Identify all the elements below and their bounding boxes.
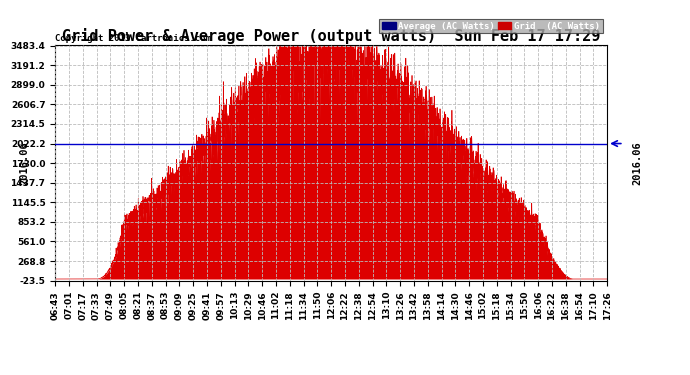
Legend: Average (AC Watts), Grid  (AC Watts): Average (AC Watts), Grid (AC Watts) (380, 19, 602, 33)
Text: 2016.06: 2016.06 (20, 141, 30, 185)
Text: Copyright 2013 Cartronics.com: Copyright 2013 Cartronics.com (55, 34, 211, 43)
Text: 2016.06: 2016.06 (633, 141, 642, 185)
Title: Grid Power & Average Power (output watts)  Sun Feb 17 17:29: Grid Power & Average Power (output watts… (62, 28, 600, 44)
